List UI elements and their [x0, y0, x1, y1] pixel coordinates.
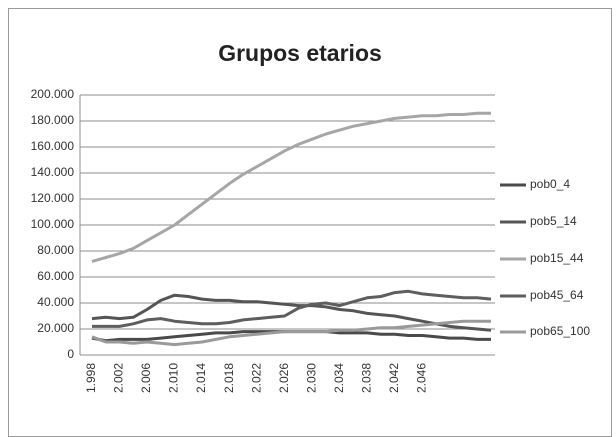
x-tick-label: 2.014 — [194, 363, 208, 393]
legend-label: pob0_4 — [530, 177, 570, 191]
x-tick-label: 2.022 — [249, 363, 263, 393]
y-tick-label: 40.000 — [37, 295, 74, 309]
legend-label: pob15_44 — [530, 251, 584, 265]
line-series — [91, 319, 491, 347]
x-tick-label: 2.038 — [359, 363, 373, 393]
x-tick-label: 2.002 — [112, 363, 126, 393]
line-series — [91, 293, 492, 332]
x-tick-label: 2.046 — [414, 363, 428, 393]
y-tick-label: 20.000 — [37, 321, 74, 335]
y-tick-label: 0 — [67, 347, 74, 361]
y-tick-label: 160.000 — [31, 139, 75, 153]
x-tick-label: 2.018 — [222, 363, 236, 393]
y-tick-label: 200.000 — [31, 87, 75, 101]
y-tick-label: 180.000 — [31, 113, 75, 127]
x-tick-label: 2.042 — [387, 363, 401, 393]
line-series — [92, 289, 492, 328]
legend-label: pob5_14 — [530, 214, 577, 228]
y-tick-label: 60.000 — [37, 269, 74, 283]
x-tick-label: 2.030 — [304, 363, 318, 393]
x-tick-label: 2.026 — [277, 363, 291, 393]
y-tick-label: 80.000 — [37, 243, 74, 257]
y-tick-label: 120.000 — [31, 191, 75, 205]
y-tick-label: 140.000 — [31, 165, 75, 179]
y-tick-label: 100.000 — [31, 217, 75, 231]
legend-label: pob65_100 — [530, 324, 590, 338]
x-tick-label: 2.034 — [332, 363, 346, 393]
x-tick-label: 1.998 — [84, 363, 98, 393]
legend-label: pob45_64 — [530, 288, 584, 302]
chart-title: Grupos etarios — [218, 40, 382, 66]
x-tick-label: 2.006 — [139, 363, 153, 393]
x-tick-label: 2.010 — [167, 363, 181, 393]
line-series — [91, 111, 491, 263]
